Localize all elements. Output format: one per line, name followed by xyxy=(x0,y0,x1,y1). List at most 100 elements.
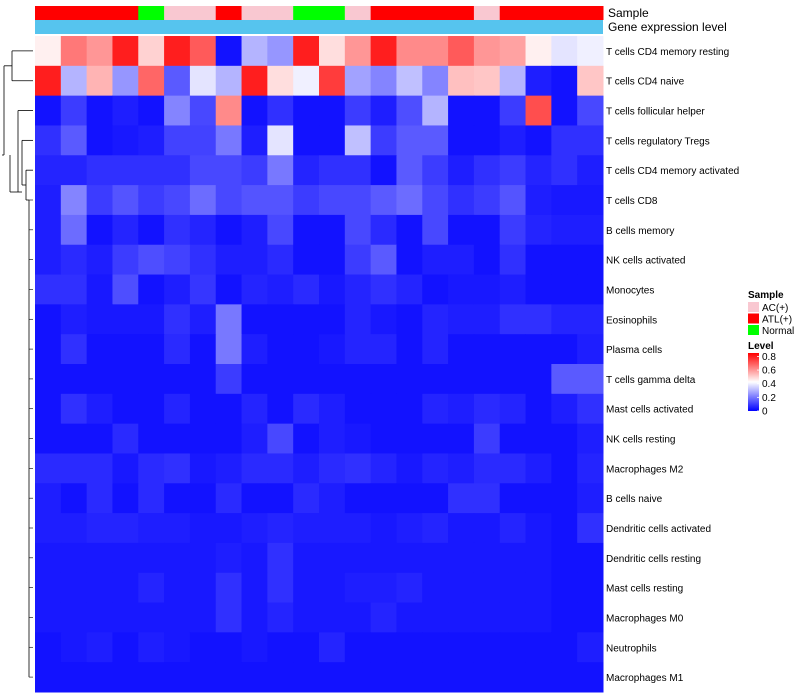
heatmap-cell xyxy=(215,542,243,574)
heatmap-cell xyxy=(241,274,268,305)
row-label-nk-cells-activated: NK cells activated xyxy=(606,256,685,267)
heatmap-cell xyxy=(344,65,372,97)
heatmap-cell xyxy=(499,185,527,216)
heatmap-cell xyxy=(86,542,113,574)
heatmap-cell xyxy=(215,214,243,246)
heatmap-cell xyxy=(396,393,423,425)
heatmap-cell xyxy=(551,393,578,425)
heatmap-cell xyxy=(293,214,320,246)
heatmap-cell xyxy=(551,364,578,395)
heatmap-cell xyxy=(422,513,449,544)
heatmap-cell xyxy=(396,95,423,126)
heatmap-cell xyxy=(396,155,423,186)
heatmap-cell xyxy=(86,274,113,305)
heatmap-cell xyxy=(344,304,372,335)
heatmap-cell xyxy=(86,304,113,335)
heatmap-cell xyxy=(86,65,113,97)
sample-annotation-cell xyxy=(396,6,423,20)
heatmap-cell xyxy=(138,393,165,425)
heatmap-cell xyxy=(577,214,604,246)
heatmap-cell xyxy=(86,95,113,126)
heatmap-cell xyxy=(267,364,294,395)
sample-annotation-cell xyxy=(577,6,604,20)
heatmap-cell xyxy=(241,662,268,693)
heatmap-cell xyxy=(189,602,217,633)
heatmap-cell xyxy=(448,662,475,693)
heatmap-cell xyxy=(473,334,501,365)
heatmap-cell xyxy=(422,662,449,693)
heatmap-cell xyxy=(293,662,320,693)
heatmap-cell xyxy=(473,65,501,97)
heatmap-cell xyxy=(35,513,62,544)
heatmap-cell xyxy=(370,364,397,395)
heatmap-cell xyxy=(473,632,501,663)
heatmap-cell xyxy=(267,95,294,126)
heatmap-cell xyxy=(448,125,475,156)
heatmap-cell xyxy=(267,185,294,216)
heatmap-cell xyxy=(473,125,501,156)
heatmap-cell xyxy=(35,185,62,216)
sample-annotation-cell xyxy=(112,6,139,20)
heatmap-cells xyxy=(35,36,604,693)
heatmap-cell xyxy=(422,274,449,305)
heatmap-cell xyxy=(241,214,268,246)
heatmap-cell xyxy=(267,65,294,97)
heatmap-cell xyxy=(448,155,475,186)
heatmap-cell xyxy=(525,155,552,186)
heatmap-cell xyxy=(138,244,165,276)
sample-annotation-cell xyxy=(189,6,217,20)
heatmap-cell xyxy=(60,364,88,395)
heatmap-cell xyxy=(525,214,552,246)
heatmap-cell xyxy=(138,125,165,156)
heatmap-cell xyxy=(138,214,165,246)
heatmap-cell xyxy=(60,632,88,663)
heatmap-cell xyxy=(473,95,501,126)
heatmap-cell xyxy=(499,334,527,365)
heatmap-cell xyxy=(60,95,88,126)
heatmap-cell xyxy=(60,453,88,484)
heatmap-cell xyxy=(319,513,346,544)
heatmap-cell xyxy=(577,602,604,633)
heatmap-cell xyxy=(215,65,243,97)
heatmap-cell xyxy=(189,274,217,305)
heatmap-cell xyxy=(422,632,449,663)
heatmap-cell xyxy=(215,632,243,663)
heatmap-cell xyxy=(189,304,217,335)
heatmap-cell xyxy=(86,155,113,186)
heatmap-cell xyxy=(293,244,320,276)
heatmap-cell xyxy=(344,155,372,186)
legend-level-tick-label: 0.2 xyxy=(762,393,776,404)
heatmap-cell xyxy=(112,423,139,454)
heatmap-cell xyxy=(319,304,346,335)
heatmap-cell xyxy=(396,513,423,544)
heatmap-cell xyxy=(499,244,527,276)
heatmap-cell xyxy=(189,155,217,186)
row-label-neutrophils: Neutrophils xyxy=(606,643,657,654)
heatmap-cell xyxy=(241,572,268,604)
heatmap-cell xyxy=(215,364,243,395)
heatmap-cell xyxy=(241,453,268,484)
heatmap-cell xyxy=(499,662,527,693)
heatmap-cell xyxy=(60,423,88,454)
heatmap-cell xyxy=(499,95,527,126)
sample-annotation-cell xyxy=(473,6,501,20)
sample-annotation-cell xyxy=(525,6,552,20)
heatmap-cell xyxy=(370,513,397,544)
sample-annotation-cell xyxy=(422,6,449,20)
heatmap-cell xyxy=(215,423,243,454)
heatmap-cell xyxy=(293,334,320,365)
heatmap-cell xyxy=(422,483,449,514)
heatmap-cell xyxy=(577,513,604,544)
heatmap-cell xyxy=(35,274,62,305)
legend-sample-title: Sample xyxy=(748,290,784,301)
heatmap-cell xyxy=(319,572,346,604)
heatmap-cell xyxy=(319,214,346,246)
heatmap-cell xyxy=(525,513,552,544)
heatmap-cell xyxy=(448,393,475,425)
legend-swatch-atl xyxy=(748,313,759,324)
sample-annotation-cell xyxy=(35,6,62,20)
heatmap-cell xyxy=(164,95,191,126)
heatmap-cell xyxy=(551,65,578,97)
heatmap-cell xyxy=(422,542,449,574)
heatmap-cell xyxy=(241,304,268,335)
